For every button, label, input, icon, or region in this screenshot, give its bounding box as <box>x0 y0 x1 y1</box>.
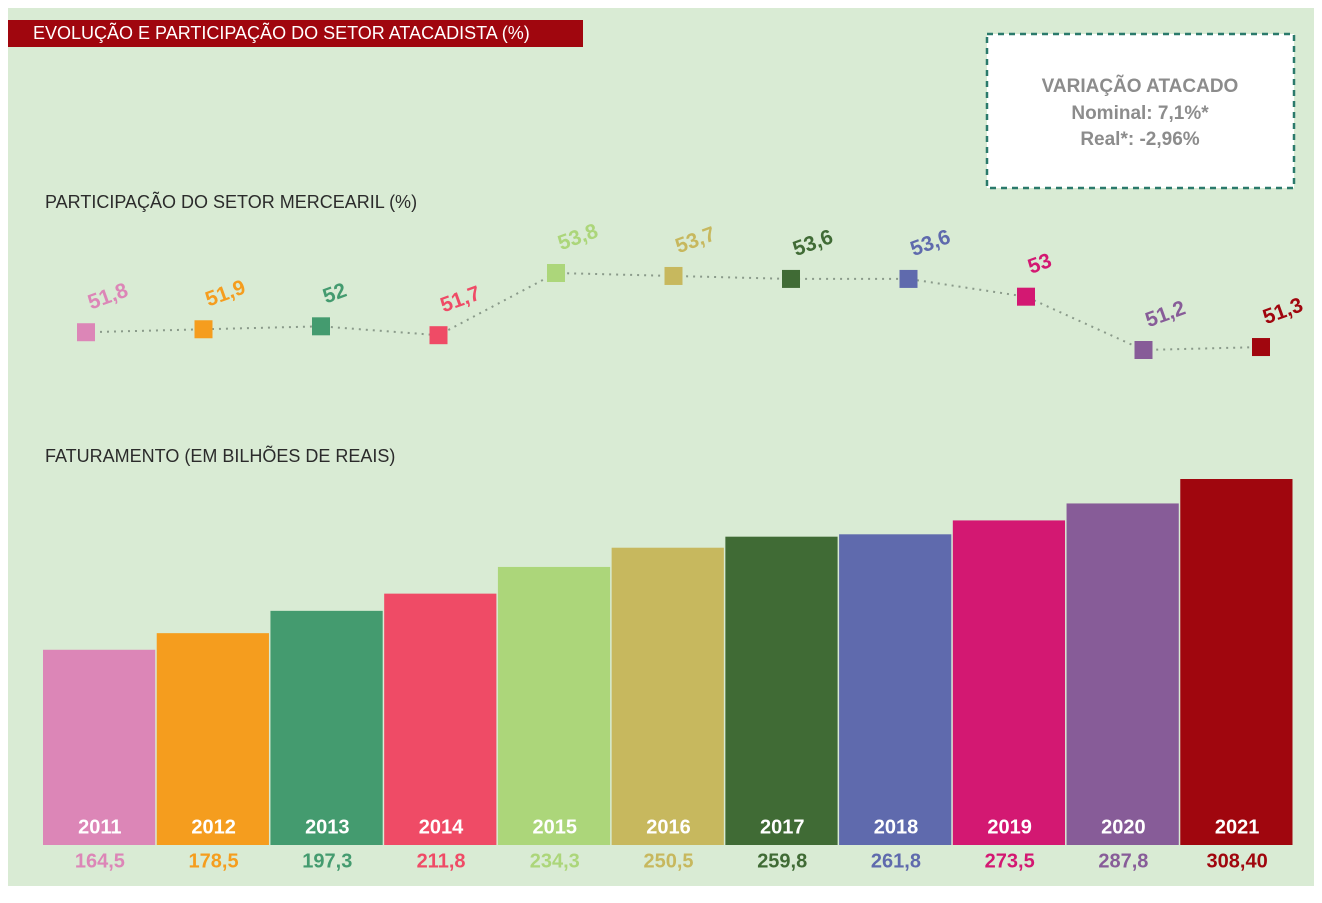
bar <box>497 566 611 845</box>
title: EVOLUÇÃO E PARTICIPAÇÃO DO SETOR ATACADI… <box>33 22 530 43</box>
note-title: VARIAÇÃO ATACADO <box>1042 75 1239 97</box>
category-label: 2021 <box>1215 816 1260 838</box>
title-banner <box>8 20 583 47</box>
bar-chart-title: FATURAMENTO (EM BILHÕES DE REAIS) <box>45 445 395 466</box>
data-label: 287,8 <box>1098 850 1148 872</box>
category-label: 2014 <box>419 816 464 838</box>
data-label: 261,8 <box>871 850 921 872</box>
category-label: 2017 <box>760 816 805 838</box>
bar <box>270 610 383 845</box>
data-label: 211,8 <box>417 850 466 872</box>
marker <box>547 264 565 282</box>
note-line: Nominal: 7,1%* <box>1071 103 1209 124</box>
note-box <box>985 32 1296 190</box>
marker <box>194 320 213 339</box>
marker <box>1017 287 1035 306</box>
marker <box>312 317 330 336</box>
bar <box>384 593 497 845</box>
marker <box>1134 341 1153 359</box>
marker <box>429 326 448 345</box>
category-label: 2016 <box>646 816 691 838</box>
bar <box>839 534 952 845</box>
marker <box>899 269 918 288</box>
marker <box>664 266 683 285</box>
note-line: Real*: -2,96% <box>1080 129 1199 150</box>
marker <box>77 323 95 342</box>
data-label: 250,5 <box>643 850 693 872</box>
bar <box>43 649 156 845</box>
data-label: 197,3 <box>302 850 352 872</box>
line-chart-title: PARTICIPAÇÃO DO SETOR MERCEARIL (%) <box>45 191 417 212</box>
bar <box>1066 503 1179 845</box>
data-label: 273,5 <box>985 850 1035 872</box>
category-label: 2012 <box>191 816 236 838</box>
category-label: 2019 <box>987 816 1032 838</box>
data-label: 259,8 <box>757 850 807 872</box>
bar <box>1180 479 1293 845</box>
category-label: 2011 <box>78 816 121 838</box>
data-label: 178,5 <box>189 850 239 872</box>
data-label: 164,5 <box>75 850 125 872</box>
category-label: 2013 <box>305 816 350 838</box>
marker <box>1252 338 1270 357</box>
category-label: 2015 <box>533 816 578 838</box>
category-label: 2018 <box>874 816 919 838</box>
data-label: 308,40 <box>1207 850 1268 872</box>
category-label: 2020 <box>1101 816 1146 838</box>
bar <box>952 520 1066 845</box>
bar <box>611 547 724 845</box>
marker <box>782 269 800 288</box>
data-label: 234,3 <box>530 850 580 872</box>
bar <box>156 633 269 845</box>
bar <box>725 536 838 845</box>
